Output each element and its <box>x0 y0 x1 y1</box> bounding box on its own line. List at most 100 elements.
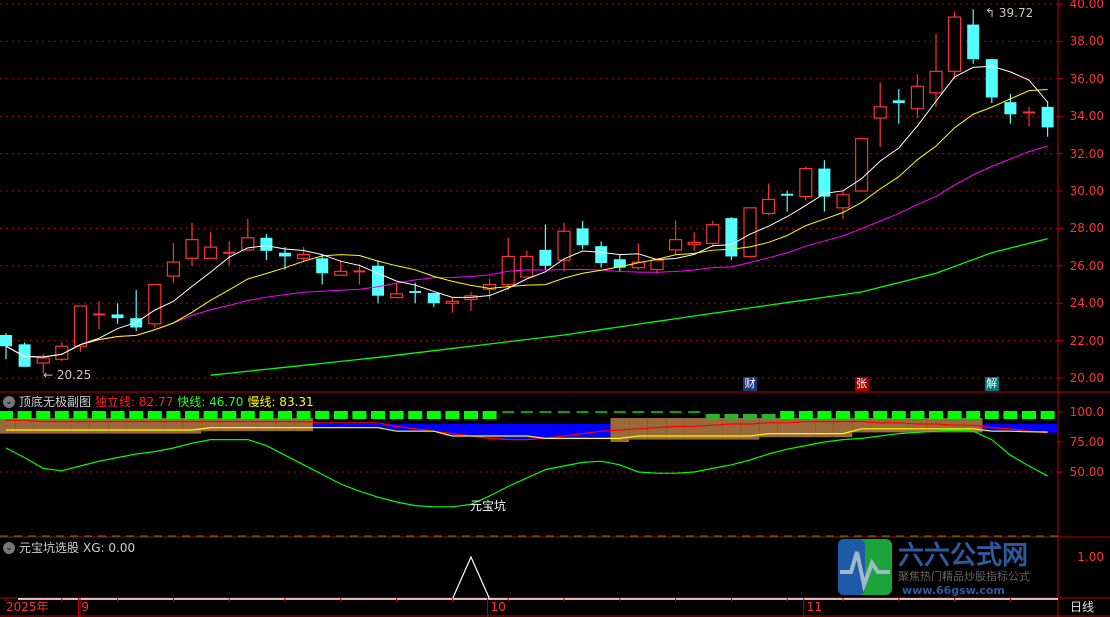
price-axis-label: 38.00 <box>1069 34 1104 49</box>
price-axis-label: 26.00 <box>1069 258 1104 273</box>
top-signal-box <box>54 411 69 419</box>
candle-down <box>279 252 291 257</box>
top-signal-box <box>817 411 832 419</box>
zone-brown <box>647 418 667 440</box>
svg-text:六六公式网: 六六公式网 <box>898 541 1028 571</box>
zone-brown <box>33 418 53 434</box>
slow-line-value: 慢线: 83.31 <box>247 395 314 409</box>
top-signal-box <box>891 411 906 419</box>
top-signal-box <box>166 411 181 419</box>
event-marker[interactable]: 解 <box>984 377 999 391</box>
candle-down <box>18 344 31 367</box>
zone-blue <box>1019 424 1039 432</box>
candle-down <box>892 100 905 104</box>
price-axis-label: 22.00 <box>1069 333 1104 348</box>
top-signal-box <box>259 411 274 419</box>
event-marker[interactable]: 张 <box>854 377 869 391</box>
candle-up <box>55 345 69 360</box>
top-signal-box <box>110 411 125 419</box>
xg-panel-title: 元宝坑选股 <box>19 541 80 555</box>
zone-brown <box>182 418 202 434</box>
candle-up <box>148 283 162 325</box>
candle-down <box>372 265 384 296</box>
top-signal-box <box>482 411 497 419</box>
zone-brown <box>815 418 834 438</box>
zone-brown <box>238 418 258 432</box>
top-signal-box <box>333 411 348 419</box>
candle-up <box>668 239 683 251</box>
top-signal-box <box>17 411 32 419</box>
collapse-chevron-icon[interactable]: ⌄ <box>3 395 15 408</box>
top-signal-box <box>73 411 88 419</box>
xg-axis-1: 1.00 <box>1077 550 1104 564</box>
zone-blue <box>331 424 351 428</box>
price-axis-label: 28.00 <box>1069 221 1104 236</box>
top-signal-box-dark <box>705 414 720 420</box>
high-price-value: 39.72 <box>998 6 1034 20</box>
candle-up <box>706 224 720 244</box>
candle-down <box>316 258 329 274</box>
candle-down <box>613 259 626 268</box>
month-label: 11 <box>806 600 823 614</box>
sub-axis-75: 75.00 <box>1069 435 1104 449</box>
candle-up <box>204 246 218 259</box>
period-label[interactable]: 日线 <box>1070 600 1095 614</box>
sub-panel-title: 顶底无极副图 <box>19 395 92 409</box>
top-signal-box <box>352 411 367 419</box>
collapse-chevron-icon[interactable]: ⌄ <box>3 541 15 554</box>
high-price-label: ↰ 39.72 <box>985 6 1034 20</box>
top-signal-box <box>408 411 423 419</box>
zone-brown <box>89 418 109 434</box>
zone-brown <box>833 418 853 438</box>
top-signal-box <box>947 411 962 419</box>
sub-axis-50: 50.00 <box>1069 465 1104 479</box>
independent-line-value: 独立线: 82.77 <box>95 395 174 409</box>
zone-blue <box>1001 424 1020 432</box>
candle-up <box>36 357 50 364</box>
zone-blue <box>461 424 481 436</box>
svg-text:www.66gsw.com: www.66gsw.com <box>902 584 1005 596</box>
zone-blue <box>536 424 555 439</box>
candle-up <box>390 293 404 299</box>
top-signal-box <box>203 411 218 419</box>
zone-brown <box>71 418 90 434</box>
xg-panel-header: ⌄ 元宝坑选股 XG: 0.00 <box>3 539 135 556</box>
low-price-value: 20.25 <box>56 368 92 382</box>
zone-brown <box>257 418 276 432</box>
zone-blue <box>405 424 425 432</box>
top-signal-box-dark <box>743 414 757 420</box>
fast-line-value: 快线: 46.70 <box>177 395 244 409</box>
xg-spike <box>451 555 491 600</box>
event-marker[interactable]: 财 <box>743 377 757 391</box>
zone-blue <box>1038 424 1057 433</box>
top-signal-box <box>426 411 441 419</box>
independent-line <box>6 419 1048 441</box>
top-signal-box <box>315 411 330 419</box>
top-signal-box <box>910 411 925 419</box>
top-signal-box <box>147 411 162 419</box>
price-axis-label: 36.00 <box>1069 71 1104 86</box>
candle-up <box>687 241 701 245</box>
month-label: 9 <box>81 600 90 614</box>
candle-down <box>111 314 124 319</box>
top-signal-box-dark <box>761 414 776 420</box>
zone-blue <box>573 424 592 439</box>
candle-down <box>539 249 552 266</box>
zone-blue <box>480 424 499 439</box>
top-signal-box <box>240 411 255 419</box>
price-axis-label: 40.00 <box>1069 0 1104 11</box>
zone-brown <box>219 418 239 432</box>
svg-text:聚焦热门精品炒股指标公式: 聚焦热门精品炒股指标公式 <box>898 569 1030 583</box>
top-signal-box <box>445 411 460 419</box>
zone-brown <box>889 418 909 433</box>
candle-up <box>334 270 348 276</box>
zone-brown <box>777 418 797 438</box>
candle-up <box>929 70 943 94</box>
candle-down <box>1041 106 1054 128</box>
candle-down <box>818 168 831 197</box>
slow-line <box>6 427 1048 439</box>
zone-brown <box>908 418 927 433</box>
ma5-line <box>5 65 1048 358</box>
zone-brown <box>684 418 704 440</box>
candle-down <box>985 59 998 98</box>
